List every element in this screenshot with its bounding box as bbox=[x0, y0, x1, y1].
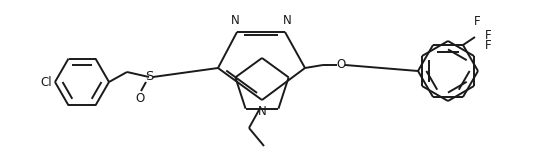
Text: N: N bbox=[230, 14, 239, 27]
Text: F: F bbox=[485, 39, 492, 52]
Text: N: N bbox=[257, 105, 266, 118]
Text: N: N bbox=[283, 14, 292, 27]
Text: O: O bbox=[135, 91, 145, 104]
Text: F: F bbox=[485, 29, 492, 42]
Text: S: S bbox=[145, 70, 153, 83]
Text: O: O bbox=[337, 58, 345, 72]
Text: Cl: Cl bbox=[40, 76, 52, 88]
Text: F: F bbox=[474, 15, 480, 28]
